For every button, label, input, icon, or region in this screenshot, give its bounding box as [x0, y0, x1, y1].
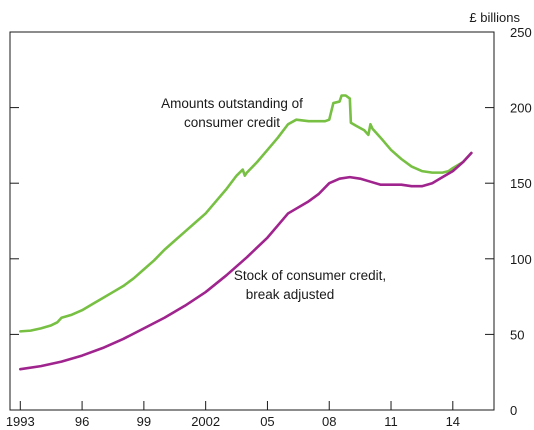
- y-tick-label: 0: [510, 403, 517, 418]
- y-tick-label: 50: [510, 327, 524, 342]
- y-tick-label: 100: [510, 252, 532, 267]
- annotation-stock-break-adjusted-line-1: Stock of consumer credit,: [234, 268, 386, 283]
- x-tick-label: 1993: [6, 414, 35, 429]
- x-tick-label: 05: [260, 414, 274, 429]
- x-tick-label: 11: [384, 414, 398, 429]
- x-tick-label: 99: [137, 414, 151, 429]
- y-tick-label: 200: [510, 101, 532, 116]
- x-tick-label: 96: [75, 414, 89, 429]
- x-tick-label: 2002: [191, 414, 220, 429]
- y-unit-label: £ billions: [469, 10, 520, 25]
- y-tick-label: 150: [510, 176, 532, 191]
- annotation-amounts-outstanding-line-2: consumer credit: [184, 115, 280, 130]
- annotation-stock-break-adjusted-line-2: break adjusted: [246, 287, 335, 302]
- y-tick-label: 250: [510, 25, 532, 40]
- annotation-amounts-outstanding-line-1: Amounts outstanding of: [161, 96, 303, 111]
- x-tick-label: 14: [446, 414, 460, 429]
- series-line-stock-break-adjusted: [19, 151, 473, 371]
- x-tick-label: 08: [322, 414, 336, 429]
- plot-frame: [9, 31, 495, 411]
- series-line-amounts-outstanding: [19, 94, 473, 333]
